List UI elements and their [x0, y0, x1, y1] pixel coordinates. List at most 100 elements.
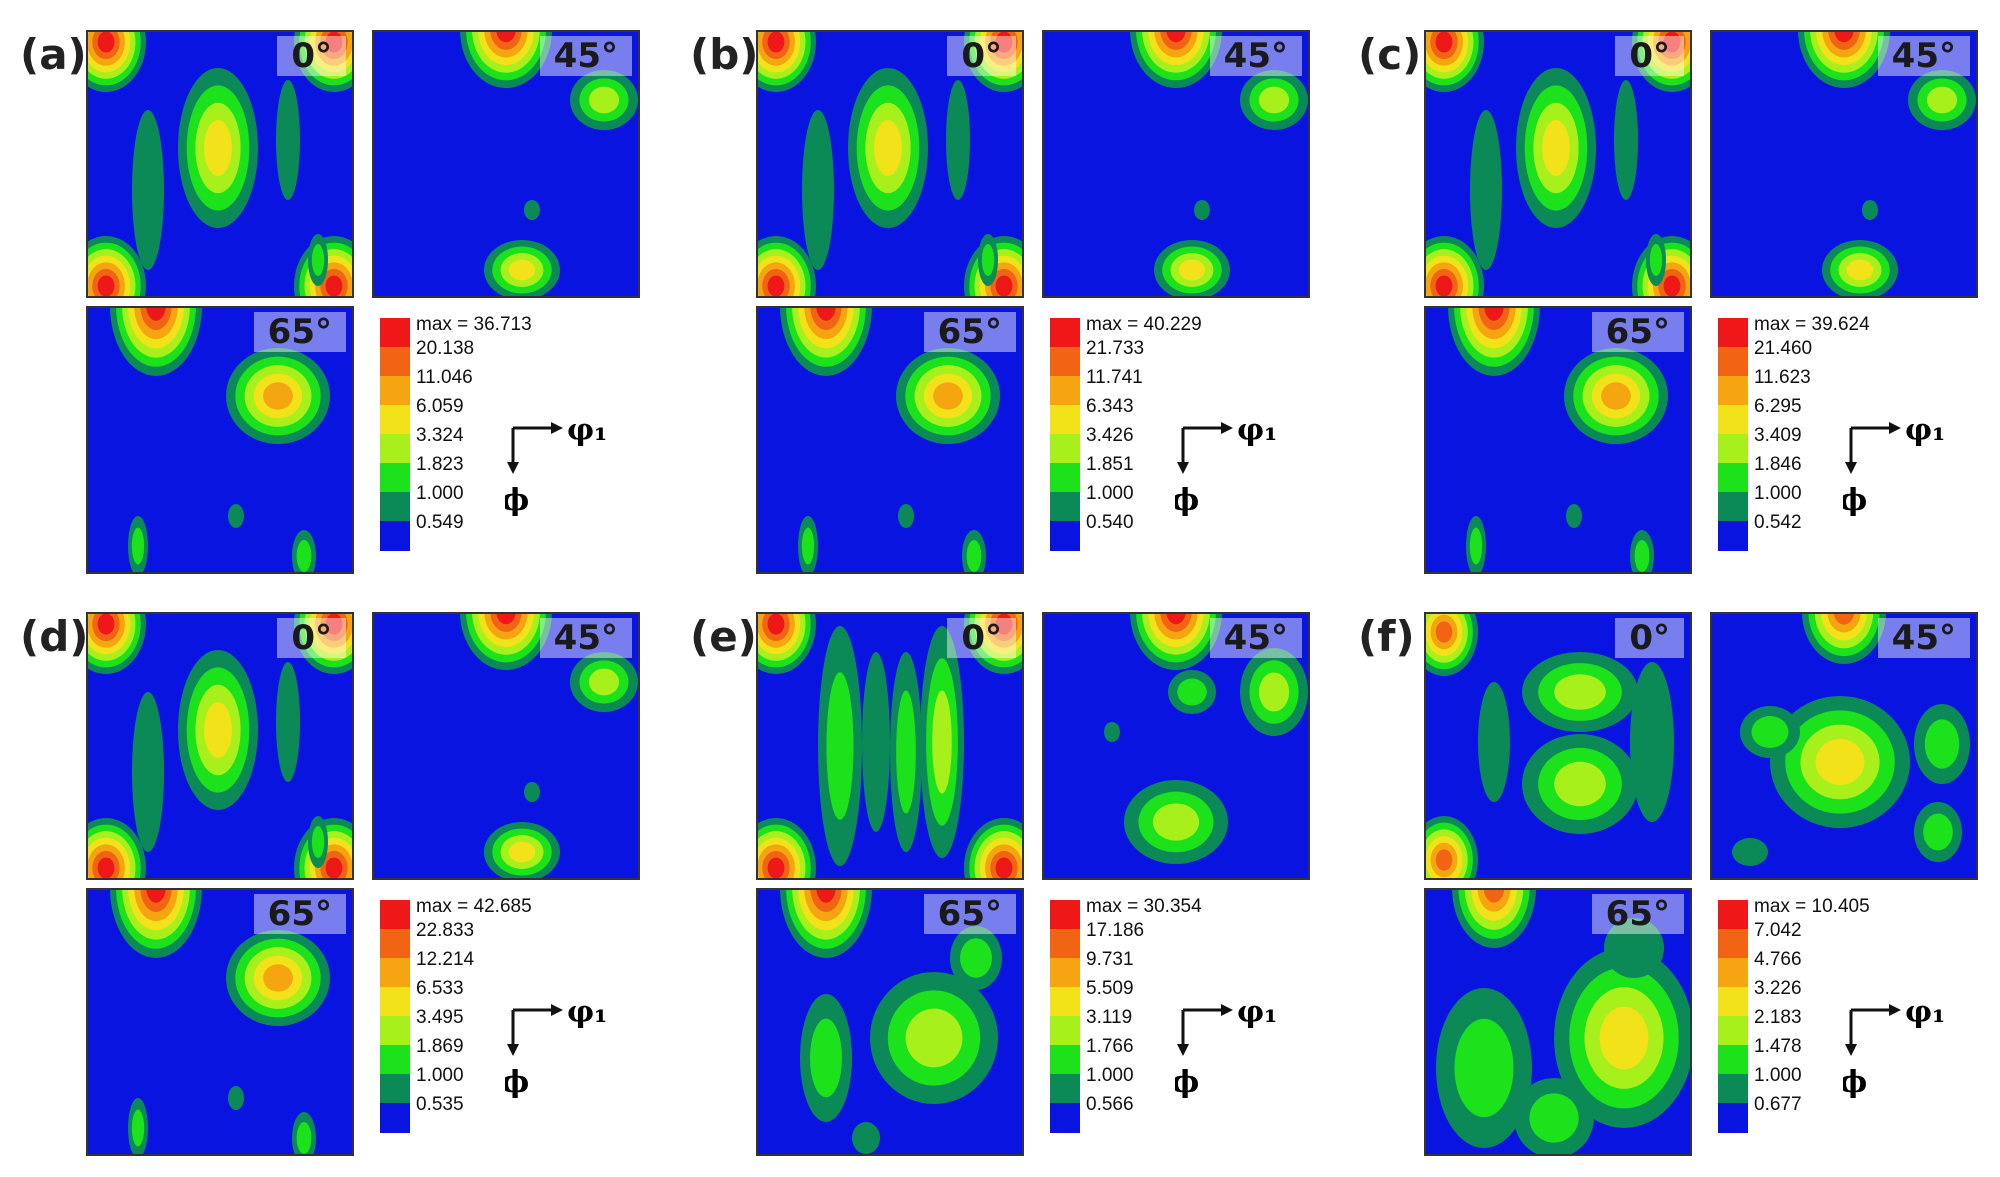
panel-1-odf-45-contour-1-level-3: [1258, 86, 1290, 114]
panel-3-odf-65-contour-1-level-5: [263, 964, 293, 992]
panel-5-legend-swatch-2: [1718, 958, 1748, 988]
panel-4-legend-label-1: 9.731: [1086, 949, 1134, 970]
panel-1-axes-icon: φ₁ ϕ: [1175, 418, 1277, 518]
panel-2-legend-swatch-6: [1718, 492, 1748, 522]
panel-4-odf-0-contour-0-level-7: [767, 613, 785, 635]
panel-5-odf-65-contour-2-level-2: [1454, 1018, 1514, 1118]
panel-2-odf-45-map: [1710, 30, 1978, 298]
panel-1-legend-swatch-6: [1050, 492, 1080, 522]
panel-1-legend-label-4: 1.851: [1086, 454, 1134, 475]
panel-1-legend-swatch-3: [1050, 405, 1080, 435]
panel-5-legend-label-3: 2.183: [1754, 1007, 1802, 1028]
panel-2-odf-45-frame: [1710, 30, 1978, 298]
panel-4-odf-65-contour-3-level-2: [960, 938, 992, 978]
panel-5-odf-65-contour-0-level-6: [1483, 888, 1505, 903]
panel-5-odf-0-contour-4-level-1: [1630, 662, 1674, 822]
panel-0-odf-65-map: [86, 306, 354, 574]
panel-0-odf-45-contour-3-level-1: [524, 200, 540, 220]
panel-2-odf-45-contour-3-level-1: [1862, 200, 1878, 220]
panel-5-legend-swatch-7: [1718, 1103, 1748, 1133]
panel-0-odf-65-contour-2-level-2: [131, 527, 145, 565]
panel-5-legend-swatch-5: [1718, 1045, 1748, 1075]
panel-5-legend-swatch-4: [1718, 1016, 1748, 1046]
panel-4-odf-65-frame: [756, 888, 1024, 1156]
panel-5-axes-icon: φ₁ ϕ: [1843, 1000, 1945, 1100]
panel-1-odf-45-map: [1042, 30, 1310, 298]
panel-4-odf-65-contour-4-level-1: [852, 1122, 880, 1154]
panel-4-odf-0-contour-3-level-7: [995, 857, 1013, 879]
panel-4-odf-45-contour-0-level-7: [1166, 612, 1186, 625]
panel-2-odf-0-angle-label: 0°: [1615, 36, 1684, 76]
panel-3-odf-65-frame: [86, 888, 354, 1156]
panel-3-legend-label-4: 1.869: [416, 1036, 464, 1057]
panel-1-axis-phi-label: ϕ: [1175, 483, 1199, 518]
panel-2-odf-45-contour-0-level-7: [1834, 30, 1854, 43]
panel-1-odf-65-frame: [756, 306, 1024, 574]
panel-3-odf-45-frame: [372, 612, 640, 880]
panel-label: (c): [1358, 30, 1422, 79]
panel-3-odf-0-angle-label: 0°: [277, 618, 346, 658]
panel-3-legend-swatch-3: [380, 987, 410, 1017]
panel-2-odf-0-map: [1424, 30, 1692, 298]
panel-3-legend-label-1: 12.214: [416, 949, 475, 970]
panel-1-legend-label-0: 21.733: [1086, 338, 1145, 359]
panel-3-odf-65-angle-label: 65°: [253, 894, 346, 934]
panel-2-legend-label-3: 3.409: [1754, 425, 1802, 446]
panel-1-odf-45: 45°: [1042, 30, 1310, 298]
panel-0-odf-0-map: [86, 30, 354, 298]
panel-0-odf-45-contour-0-level-7: [496, 30, 516, 43]
panel-3-legend-swatch-0: [380, 900, 410, 930]
panel-2-legend-label-0: 21.460: [1754, 338, 1813, 359]
panel-5-legend-swatch-3: [1718, 987, 1748, 1017]
panel-4-odf-45: 45°: [1042, 612, 1310, 880]
panel-0-legend-label-5: 1.000: [416, 483, 464, 504]
panel-5-legend-max: max = 10.405: [1754, 896, 1870, 917]
panel-5-odf-65-angle-label: 65°: [1591, 894, 1684, 934]
panel-4-legend-label-2: 5.509: [1086, 978, 1134, 999]
panel-5-odf-65-frame: [1424, 888, 1692, 1156]
panel-2-odf-65-contour-1-level-5: [1601, 382, 1631, 410]
panel-2-odf-65-angle-label: 65°: [1591, 312, 1684, 352]
panel-0-legend-label-1: 11.046: [416, 367, 473, 388]
panel-1-odf-0-map: [756, 30, 1024, 298]
panel-5-odf-45-contour-0-level-6: [1833, 612, 1855, 625]
panel-1-legend-swatch-4: [1050, 434, 1080, 464]
panel-3-legend-label-0: 22.833: [416, 920, 475, 941]
panel-2-odf-0-contour-7-level-2: [1649, 244, 1663, 276]
panel-4-odf-65-contour-0-level-7: [816, 888, 836, 903]
panel-0-odf-45-angle-label: 45°: [539, 36, 632, 76]
panel-0-odf-0-contour-7-level-2: [311, 244, 325, 276]
panel-4-odf-65-contour-2-level-2: [810, 1018, 842, 1098]
panel-0-legend-swatch-4: [380, 434, 410, 464]
panel-0-axis-phi-label: ϕ: [505, 483, 529, 518]
panel-2-legend-swatch-0: [1718, 318, 1748, 348]
panel-5-odf-65-map: [1424, 888, 1692, 1156]
panel-5-odf-0-map: [1424, 612, 1692, 880]
panel-3-odf-0-contour-5-level-1: [132, 692, 164, 852]
panel-5-odf-45-contour-1-level-4: [1815, 739, 1865, 785]
panel-3-axis-phi-label: ϕ: [505, 1065, 529, 1100]
panel-4-odf-0-contour-4-level-2: [826, 672, 854, 820]
panel-2-odf-65-contour-3-level-2: [1634, 540, 1650, 572]
panel-3-legend-max: max = 42.685: [416, 896, 532, 917]
panel-5-odf-0-frame: [1424, 612, 1692, 880]
panel-0-legend-label-3: 3.324: [416, 425, 464, 446]
panel-0-legend-label-4: 1.823: [416, 454, 464, 475]
panel-3-legend-label-3: 3.495: [416, 1007, 464, 1028]
panel-3-odf-45-angle-label: 45°: [539, 618, 632, 658]
panel-0-odf-0-contour-5-level-1: [132, 110, 164, 270]
panel-1-odf-65-contour-3-level-2: [966, 540, 982, 572]
panel-5-legend-swatch-1: [1718, 929, 1748, 959]
panel-0-odf-0-contour-0-level-7: [97, 31, 115, 53]
panel-4-odf-45-frame: [1042, 612, 1310, 880]
panel-2-axis-phi1-label: φ₁: [1905, 418, 1945, 448]
panel-3-odf-0-map: [86, 612, 354, 880]
panel-5-legend-label-0: 7.042: [1754, 920, 1802, 941]
panel-3-odf-45-map: [372, 612, 640, 880]
panel-1-odf-65-contour-0-level-7: [816, 306, 836, 321]
panel-4-legend-swatch-4: [1050, 1016, 1080, 1046]
panel-2-odf-65-contour-2-level-2: [1469, 527, 1483, 565]
panel-1-odf-0-contour-6-level-1: [946, 80, 970, 200]
panel-5-legend-label-6: 0.677: [1754, 1094, 1802, 1115]
panel-3-odf-0-contour-1-level-7: [325, 613, 343, 635]
